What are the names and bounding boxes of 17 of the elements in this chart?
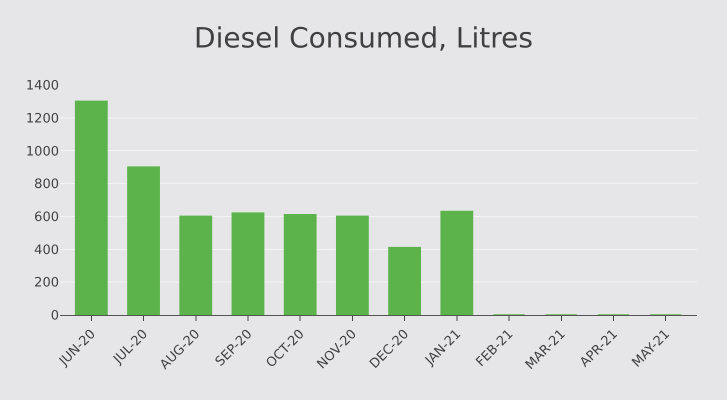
bar <box>336 216 369 315</box>
y-tick-label: 1000 <box>26 144 59 160</box>
y-tick-label: 1200 <box>26 111 59 126</box>
y-tick-label: 400 <box>34 242 59 258</box>
bar <box>127 166 160 315</box>
bar <box>74 100 108 315</box>
chart-title: Diesel Consumed, Litres <box>194 22 533 55</box>
bar <box>284 214 317 315</box>
y-tick-label: 200 <box>34 276 59 291</box>
y-tick-label: 800 <box>34 177 59 192</box>
bar <box>179 216 212 315</box>
y-tick-label: 1400 <box>26 78 59 94</box>
y-tick-label: 600 <box>34 210 59 225</box>
y-tick-label: 0 <box>50 308 59 324</box>
bar <box>440 210 474 315</box>
bar <box>232 212 264 315</box>
bar <box>388 246 422 315</box>
